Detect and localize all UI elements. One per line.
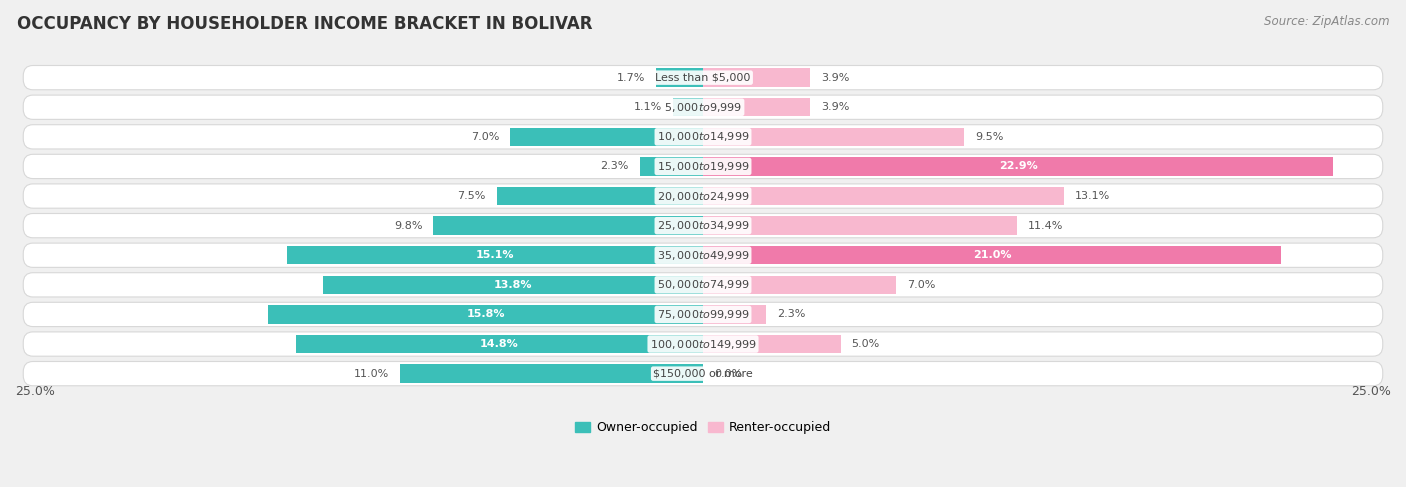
Text: 0.0%: 0.0% (714, 369, 742, 378)
Text: $150,000 or more: $150,000 or more (654, 369, 752, 378)
Bar (703, 128, 965, 146)
Bar (703, 335, 841, 353)
Bar (703, 157, 1333, 176)
Bar (657, 69, 703, 87)
Text: 21.0%: 21.0% (973, 250, 1011, 260)
Bar (703, 305, 766, 324)
Bar (323, 276, 703, 294)
Text: 25.0%: 25.0% (1351, 385, 1391, 398)
Bar (510, 128, 703, 146)
Text: 11.0%: 11.0% (354, 369, 389, 378)
Bar (496, 187, 703, 205)
FancyBboxPatch shape (24, 302, 1382, 327)
Text: 15.1%: 15.1% (477, 250, 515, 260)
Bar (703, 69, 810, 87)
Text: 1.7%: 1.7% (617, 73, 645, 83)
Text: 14.8%: 14.8% (479, 339, 519, 349)
Bar (703, 276, 896, 294)
Bar (703, 246, 1281, 264)
Text: OCCUPANCY BY HOUSEHOLDER INCOME BRACKET IN BOLIVAR: OCCUPANCY BY HOUSEHOLDER INCOME BRACKET … (17, 15, 592, 33)
Text: $15,000 to $19,999: $15,000 to $19,999 (657, 160, 749, 173)
Text: 9.8%: 9.8% (394, 221, 422, 231)
Text: 1.1%: 1.1% (634, 102, 662, 112)
Bar (703, 216, 1017, 235)
Bar (433, 216, 703, 235)
Legend: Owner-occupied, Renter-occupied: Owner-occupied, Renter-occupied (569, 416, 837, 439)
Text: 13.1%: 13.1% (1074, 191, 1109, 201)
Text: 9.5%: 9.5% (976, 132, 1004, 142)
Bar (703, 98, 810, 116)
Text: 22.9%: 22.9% (998, 161, 1038, 171)
Text: 2.3%: 2.3% (600, 161, 628, 171)
Text: Source: ZipAtlas.com: Source: ZipAtlas.com (1264, 15, 1389, 28)
Text: $25,000 to $34,999: $25,000 to $34,999 (657, 219, 749, 232)
Text: $5,000 to $9,999: $5,000 to $9,999 (664, 101, 742, 114)
Bar (401, 364, 703, 383)
Text: 2.3%: 2.3% (778, 309, 806, 319)
Text: 7.0%: 7.0% (471, 132, 499, 142)
Bar (287, 246, 703, 264)
Text: Less than $5,000: Less than $5,000 (655, 73, 751, 83)
Text: 15.8%: 15.8% (467, 309, 505, 319)
Bar (295, 335, 703, 353)
FancyBboxPatch shape (24, 95, 1382, 119)
Text: 7.0%: 7.0% (907, 280, 935, 290)
Text: 7.5%: 7.5% (457, 191, 485, 201)
FancyBboxPatch shape (24, 213, 1382, 238)
FancyBboxPatch shape (24, 332, 1382, 356)
Text: 13.8%: 13.8% (494, 280, 533, 290)
Text: $50,000 to $74,999: $50,000 to $74,999 (657, 279, 749, 291)
Bar (269, 305, 703, 324)
Bar (672, 98, 703, 116)
Text: 11.4%: 11.4% (1028, 221, 1063, 231)
Bar (640, 157, 703, 176)
Text: $35,000 to $49,999: $35,000 to $49,999 (657, 249, 749, 262)
FancyBboxPatch shape (24, 154, 1382, 179)
Bar (703, 187, 1063, 205)
Text: 3.9%: 3.9% (821, 73, 849, 83)
FancyBboxPatch shape (24, 66, 1382, 90)
Text: $75,000 to $99,999: $75,000 to $99,999 (657, 308, 749, 321)
FancyBboxPatch shape (24, 243, 1382, 267)
FancyBboxPatch shape (24, 125, 1382, 149)
Text: 5.0%: 5.0% (852, 339, 880, 349)
FancyBboxPatch shape (24, 184, 1382, 208)
Text: 25.0%: 25.0% (15, 385, 55, 398)
FancyBboxPatch shape (24, 273, 1382, 297)
FancyBboxPatch shape (24, 361, 1382, 386)
Text: $20,000 to $24,999: $20,000 to $24,999 (657, 189, 749, 203)
Text: $10,000 to $14,999: $10,000 to $14,999 (657, 131, 749, 143)
Text: 3.9%: 3.9% (821, 102, 849, 112)
Text: $100,000 to $149,999: $100,000 to $149,999 (650, 337, 756, 351)
